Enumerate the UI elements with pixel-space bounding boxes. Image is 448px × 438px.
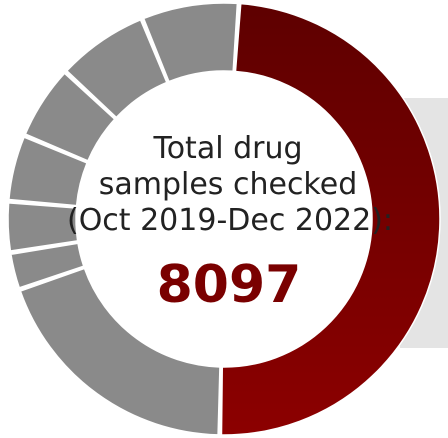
donut-slice-4 <box>7 202 79 252</box>
center-label-line-1: Total drug <box>152 131 302 166</box>
donut-slice-5 <box>8 136 89 207</box>
donut-slice-8 <box>142 2 239 83</box>
donut-slice-7 <box>65 18 168 119</box>
donut-slice-3 <box>10 242 85 289</box>
total-samples-value: 8097 <box>157 255 302 315</box>
donut-slice-highlight <box>220 2 441 436</box>
donut-slice-2 <box>19 267 221 436</box>
donut-slice-6 <box>24 72 116 162</box>
center-label: Total drug samples checked (Oct 2019-Dec… <box>67 131 393 315</box>
center-label-line-3: (Oct 2019-Dec 2022): <box>67 203 393 238</box>
center-label-line-2: samples checked <box>99 167 358 202</box>
donut-slices <box>7 2 441 436</box>
